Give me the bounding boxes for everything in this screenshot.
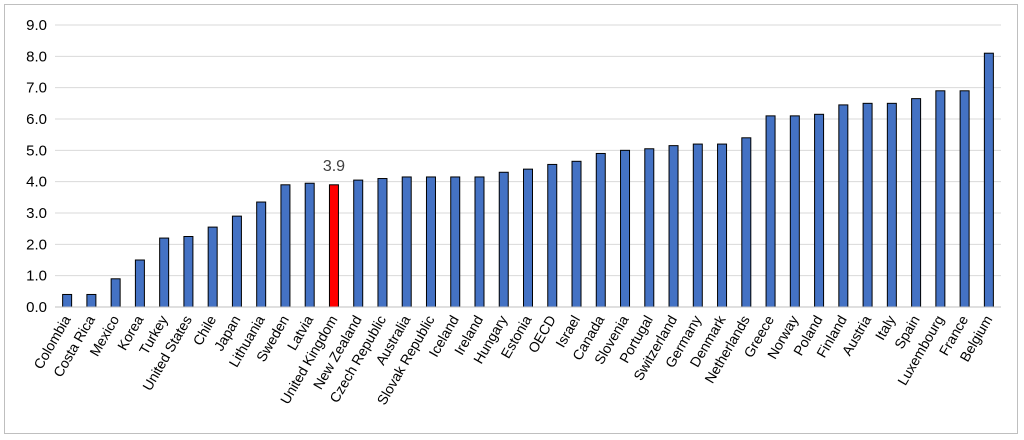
bar [134,259,145,308]
bar [498,171,509,308]
bar-highlighted [328,184,339,308]
y-tick-label: 6.0 [26,111,47,128]
bar [692,143,703,308]
y-tick-label: 9.0 [26,17,47,34]
y-tick-label: 7.0 [26,80,47,97]
bar [377,178,388,308]
bar [159,237,170,308]
bar [838,104,849,308]
bar [789,115,800,308]
y-tick-label: 0.0 [26,299,47,316]
bar [959,90,970,308]
bar [401,176,412,308]
y-tick-label: 4.0 [26,174,47,191]
y-tick-label: 3.0 [26,205,47,222]
bar [110,278,121,308]
data-label: 3.9 [323,158,345,175]
bar [353,179,364,308]
bar [814,113,825,308]
bar [886,102,897,308]
bar [450,176,461,308]
bar [256,201,267,308]
bar [911,98,922,308]
bar [425,176,436,308]
bar [935,90,946,308]
y-tick-label: 1.0 [26,268,47,285]
bar [280,184,291,308]
bar [304,182,315,308]
chart-frame: 0.0 1.0 2.0 3.0 4.0 5.0 6.0 7.0 8.0 9.0 Colombia Co… [4,4,1018,434]
bar [862,102,873,308]
bar [644,148,655,308]
bar [983,52,994,308]
bar-chart: 0.01.02.03.04.05.06.07.08.09.0ColombiaCo… [26,17,1001,407]
y-tick-label: 5.0 [26,142,47,159]
y-tick-label: 2.0 [26,236,47,253]
bar [183,236,194,308]
bar [620,149,631,308]
bar [717,143,728,308]
bar [474,176,485,308]
bar [741,137,752,308]
bar [547,163,558,308]
bar [523,168,533,308]
bar [207,226,218,308]
bar [571,160,582,308]
bar [62,293,73,308]
bar [765,115,776,308]
bar [668,145,679,308]
bar [86,293,97,308]
bar [595,152,606,308]
y-tick-label: 8.0 [26,48,47,65]
bar [231,215,242,308]
